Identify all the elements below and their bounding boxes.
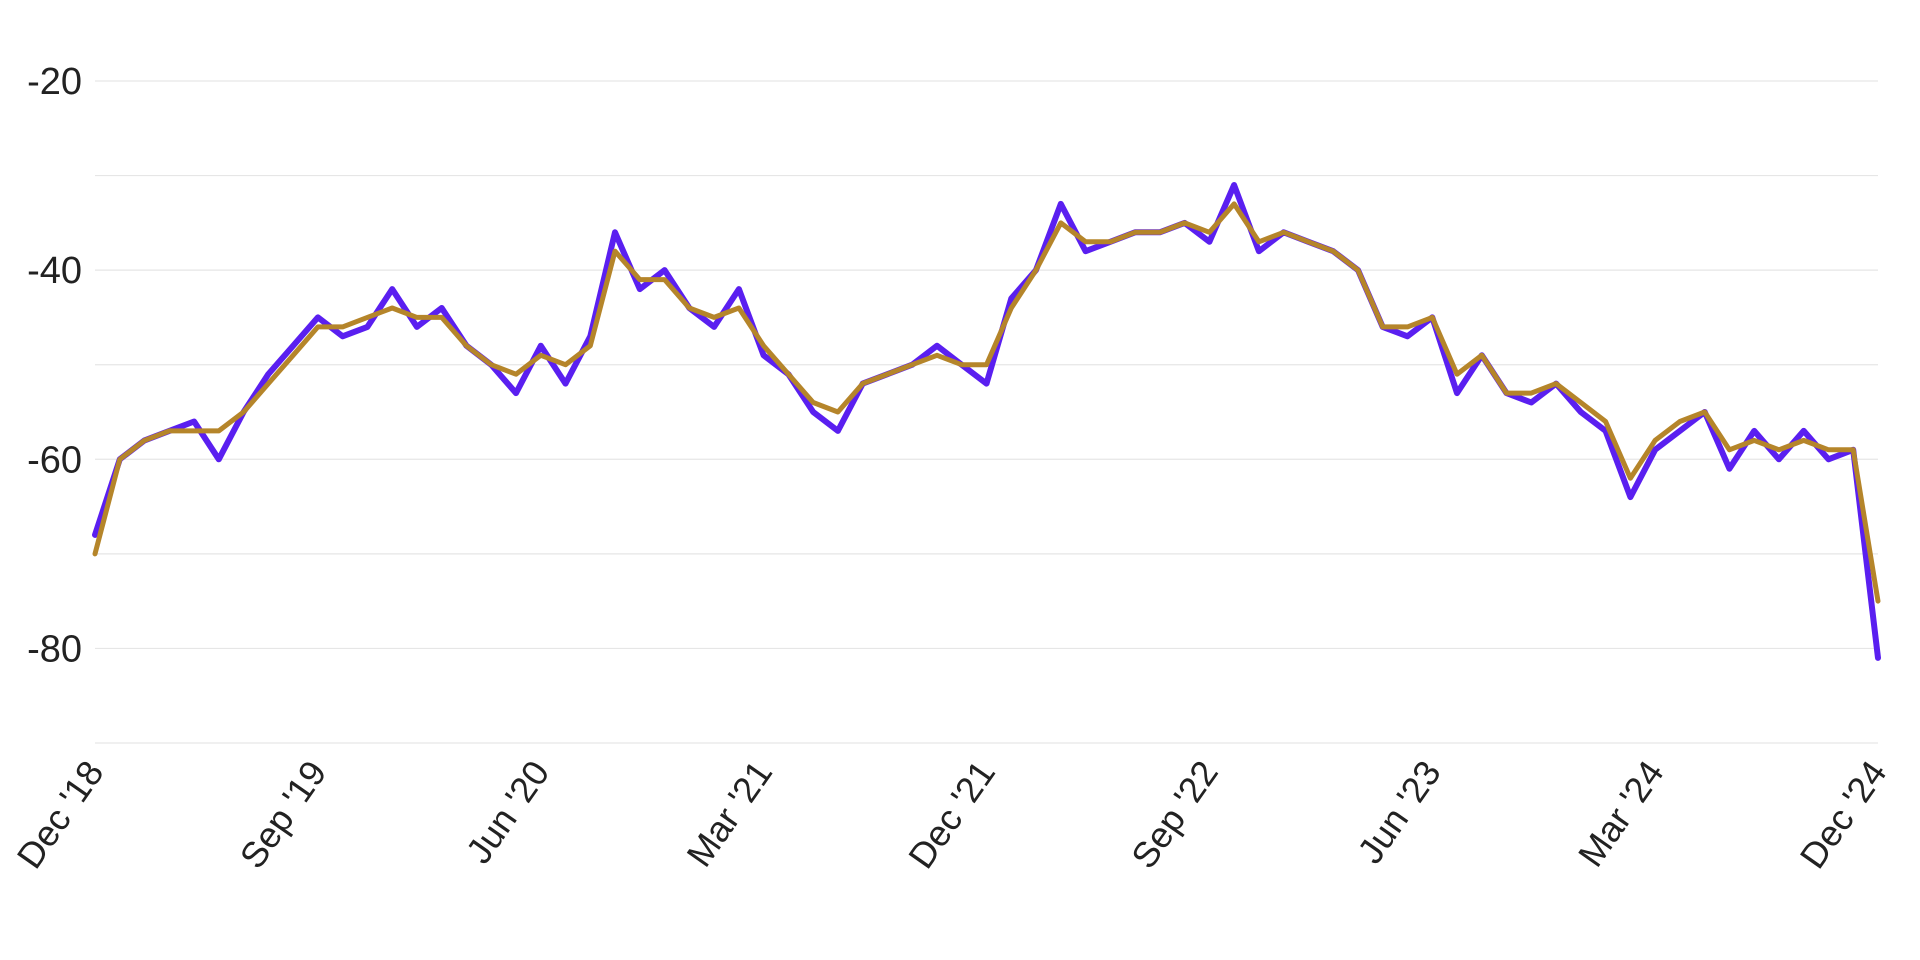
x-axis: Dec '18 Sep '19 Jun '20 Mar '21 Dec '21 Sep '… [9,753,1895,876]
y-axis: -20 -40 -60 -80 [27,61,82,670]
series-line-2 [92,201,1881,604]
x-tick-label: Dec '21 [900,753,1003,876]
x-tick-label: Sep '19 [231,753,334,876]
x-tick-label: Dec '24 [1792,753,1895,876]
x-tick-label: Dec '18 [9,753,112,876]
x-tick-label: Mar '21 [678,753,780,874]
x-tick-label: Jun '23 [1349,753,1449,871]
y-tick-label: -80 [27,628,82,670]
grid-layer [95,80,1878,744]
y-tick-label: -20 [27,61,82,103]
y-tick-label: -40 [27,250,82,292]
series-layer [92,182,1881,661]
x-tick-label: Jun '20 [458,753,558,871]
x-tick-label: Mar '24 [1570,753,1672,874]
series-line-1 [92,182,1881,661]
x-tick-label: Sep '22 [1123,753,1226,876]
y-tick-label: -60 [27,439,82,481]
